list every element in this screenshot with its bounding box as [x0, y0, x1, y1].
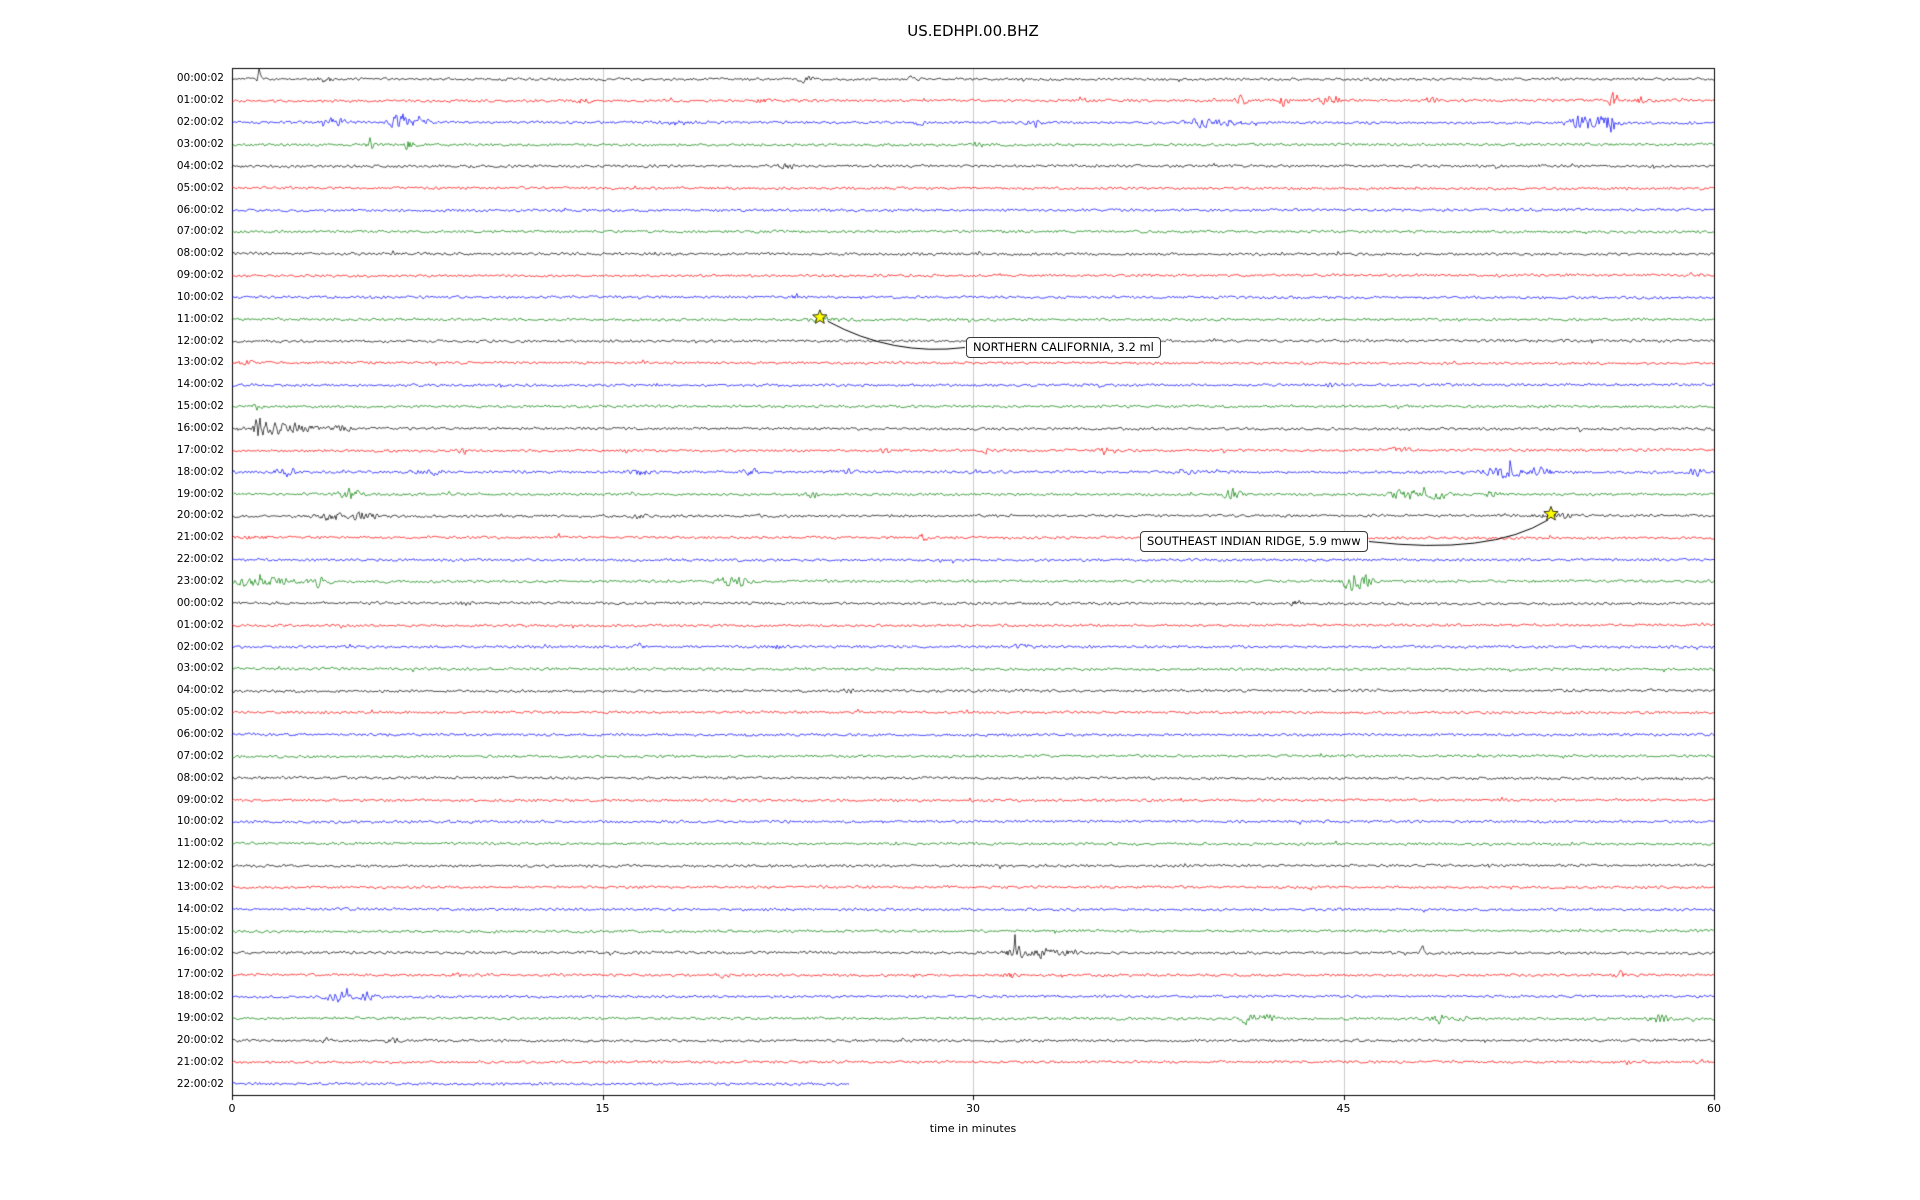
row-time-label: 12:00:02 — [176, 859, 224, 872]
row-time-label: 15:00:02 — [176, 400, 224, 413]
row-time-label: 18:00:02 — [176, 465, 224, 478]
row-time-label: 17:00:02 — [176, 443, 224, 456]
row-time-label: 05:00:02 — [176, 181, 224, 194]
row-time-label: 06:00:02 — [176, 203, 224, 216]
row-time-label: 22:00:02 — [176, 553, 224, 566]
row-time-label: 11:00:02 — [176, 837, 224, 850]
x-tick-label: 15 — [595, 1102, 610, 1115]
row-time-label: 13:00:02 — [176, 356, 224, 369]
x-tick-label: 45 — [1336, 1102, 1351, 1115]
row-time-label: 20:00:02 — [176, 509, 224, 522]
row-time-label: 09:00:02 — [176, 793, 224, 806]
row-time-label: 07:00:02 — [176, 749, 224, 762]
row-time-label: 08:00:02 — [176, 771, 224, 784]
row-time-label: 09:00:02 — [176, 269, 224, 282]
x-tick-label: 0 — [228, 1102, 236, 1115]
row-time-label: 00:00:02 — [176, 72, 224, 85]
row-time-label: 15:00:02 — [176, 924, 224, 937]
row-time-label: 08:00:02 — [176, 247, 224, 260]
x-tick-label: 60 — [1707, 1102, 1721, 1115]
row-time-label: 10:00:02 — [176, 290, 224, 303]
row-time-label: 16:00:02 — [176, 946, 224, 959]
row-time-label: 23:00:02 — [176, 575, 224, 587]
event-annotation-northern-california: NORTHERN CALIFORNIA, 3.2 ml — [966, 337, 1161, 358]
x-axis-title: time in minutes — [929, 1122, 1017, 1135]
row-time-label: 14:00:02 — [176, 378, 224, 391]
row-time-label: 02:00:02 — [176, 116, 224, 129]
row-time-label: 05:00:02 — [176, 706, 224, 719]
row-time-label: 20:00:02 — [176, 1033, 224, 1046]
row-time-label: 07:00:02 — [176, 225, 224, 238]
chart-title: US.EDHPI.00.BHZ — [907, 22, 1039, 40]
row-time-label: 02:00:02 — [176, 640, 224, 653]
row-time-label: 06:00:02 — [176, 727, 224, 740]
row-time-label: 16:00:02 — [176, 422, 224, 435]
row-time-label: 03:00:02 — [176, 137, 224, 150]
row-time-label: 04:00:02 — [176, 684, 224, 697]
row-time-label: 17:00:02 — [176, 968, 224, 981]
row-time-label: 22:00:02 — [176, 1077, 224, 1090]
x-tick-label: 30 — [966, 1102, 980, 1115]
row-time-label: 10:00:02 — [176, 815, 224, 828]
row-time-label: 04:00:02 — [176, 159, 224, 172]
row-time-label: 03:00:02 — [176, 662, 224, 675]
row-time-label: 21:00:02 — [176, 531, 224, 544]
event-annotation-southeast-indian-ridge: SOUTHEAST INDIAN RIDGE, 5.9 mww — [1140, 531, 1368, 552]
row-time-label: 19:00:02 — [176, 1012, 224, 1025]
row-time-label: 18:00:02 — [176, 990, 224, 1003]
row-time-label: 12:00:02 — [176, 334, 224, 347]
row-time-label: 00:00:02 — [176, 596, 224, 609]
row-time-label: 13:00:02 — [176, 880, 224, 893]
row-time-label: 14:00:02 — [176, 902, 224, 915]
row-time-label: 01:00:02 — [176, 618, 224, 631]
row-time-label: 11:00:02 — [176, 312, 224, 325]
row-time-label: 19:00:02 — [176, 487, 224, 500]
row-time-label: 21:00:02 — [176, 1055, 224, 1068]
row-time-label: 01:00:02 — [176, 94, 224, 107]
